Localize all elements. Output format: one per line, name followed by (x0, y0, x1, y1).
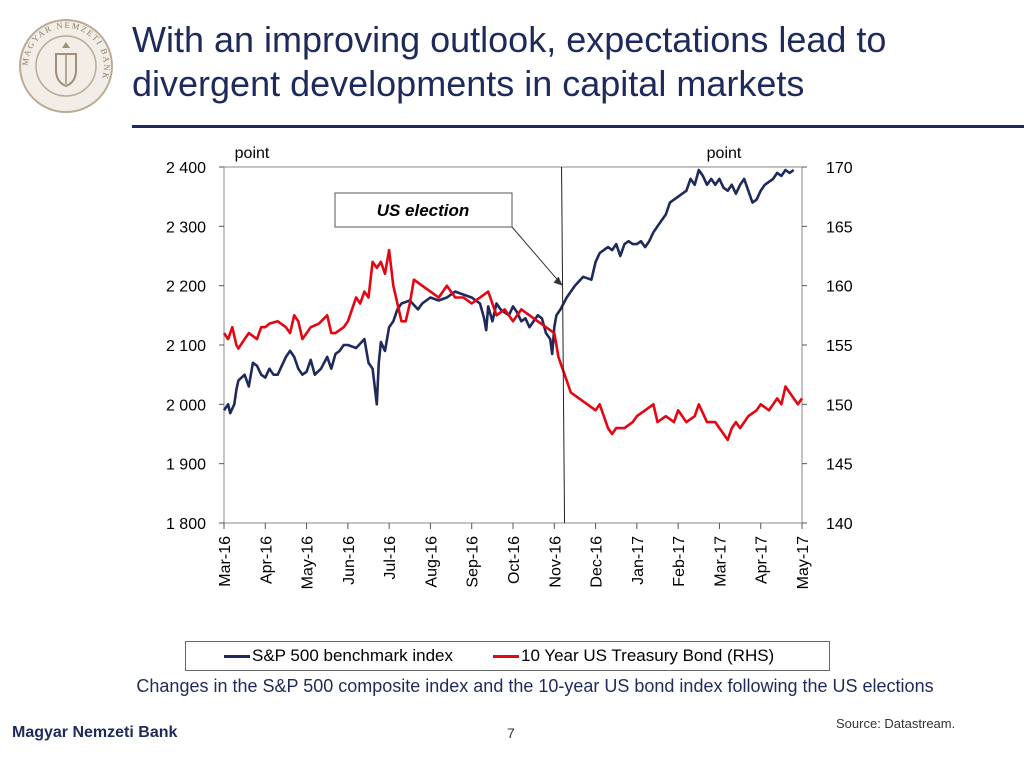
y-left-tick-label: 1 800 (166, 516, 206, 533)
x-tick-label: Mar-16 (217, 536, 234, 587)
y-left-tick-label: 1 900 (166, 457, 206, 474)
y-left-tick-label: 2 200 (166, 279, 206, 296)
x-tick-label: Dec-16 (589, 536, 606, 588)
y-right-tick-label: 160 (826, 279, 853, 296)
x-tick-label: Feb-17 (671, 536, 688, 587)
series-line-treasury (222, 248, 804, 442)
legend-swatch-treasury (492, 654, 519, 658)
legend: S&P 500 benchmark index 10 Year US Treas… (185, 641, 830, 671)
x-tick-label: Aug-16 (423, 536, 440, 588)
y-left-tick-label: 2 100 (166, 338, 206, 355)
x-tick-label: May-16 (300, 536, 317, 589)
y-right-tick-label: 170 (826, 160, 853, 177)
annotation-arrow-head (553, 276, 563, 286)
page-title: With an improving outlook, expectations … (132, 19, 887, 104)
series-line-sp500 (222, 168, 795, 415)
y-right-tick-label: 155 (826, 338, 853, 355)
chart-axes: 1 800 1 900 2 000 2 100 2 200 2 300 2 400 140 14… (166, 145, 853, 589)
x-tick-label: Jan-17 (630, 536, 647, 585)
title-divider (132, 125, 1024, 128)
x-tick-label: Jun-16 (341, 536, 358, 585)
legend-item-treasury: 10 Year US Treasury Bond (RHS) (492, 646, 775, 666)
chart-caption: Changes in the S&P 500 composite index a… (136, 676, 934, 696)
election-vertical-line (561, 166, 566, 524)
footer-bank-name: Magyar Nemzeti Bank (12, 724, 178, 741)
plot-frame (223, 166, 803, 524)
x-tick-label: Nov-16 (547, 536, 564, 588)
legend-item-sp500: S&P 500 benchmark index (224, 646, 453, 666)
legend-label-sp500: S&P 500 benchmark index (252, 646, 453, 665)
y-right-tick-label: 145 (826, 457, 853, 474)
y-right-tick-label: 140 (826, 516, 853, 533)
annotation-box (334, 192, 513, 228)
y-right-unit-label: point (707, 145, 742, 162)
x-tick-label: May-17 (795, 536, 812, 589)
chart: 1 800 1 900 2 000 2 100 2 200 2 300 2 400 140 14… (166, 145, 853, 589)
y-left-tick-label: 2 300 (166, 219, 206, 236)
source-note: Source: Datastream. (836, 716, 956, 731)
chart-series (222, 168, 804, 442)
mnb-logo: MAGYAR NEMZETI BANK (19, 19, 113, 113)
x-tick-label: Oct-16 (506, 536, 523, 584)
x-tick-label: Apr-17 (754, 536, 771, 584)
y-right-tick-label: 150 (826, 397, 853, 414)
x-tick-label: Sep-16 (465, 536, 482, 588)
y-left-tick-label: 2 000 (166, 397, 206, 414)
chart-annotation: US election (334, 166, 566, 524)
y-left-unit-label: point (235, 145, 270, 162)
page-number: 7 (507, 725, 515, 741)
x-tick-label: Jul-16 (382, 536, 399, 580)
x-tick-label: Mar-17 (712, 536, 729, 587)
legend-swatch-sp500 (224, 654, 250, 658)
legend-label-treasury: 10 Year US Treasury Bond (RHS) (520, 646, 775, 665)
annotation-arrow-line (511, 226, 563, 286)
annotation-label: US election (377, 201, 470, 220)
y-left-tick-label: 2 400 (166, 160, 206, 177)
x-tick-label: Apr-16 (258, 536, 275, 584)
y-right-tick-label: 165 (826, 219, 853, 236)
